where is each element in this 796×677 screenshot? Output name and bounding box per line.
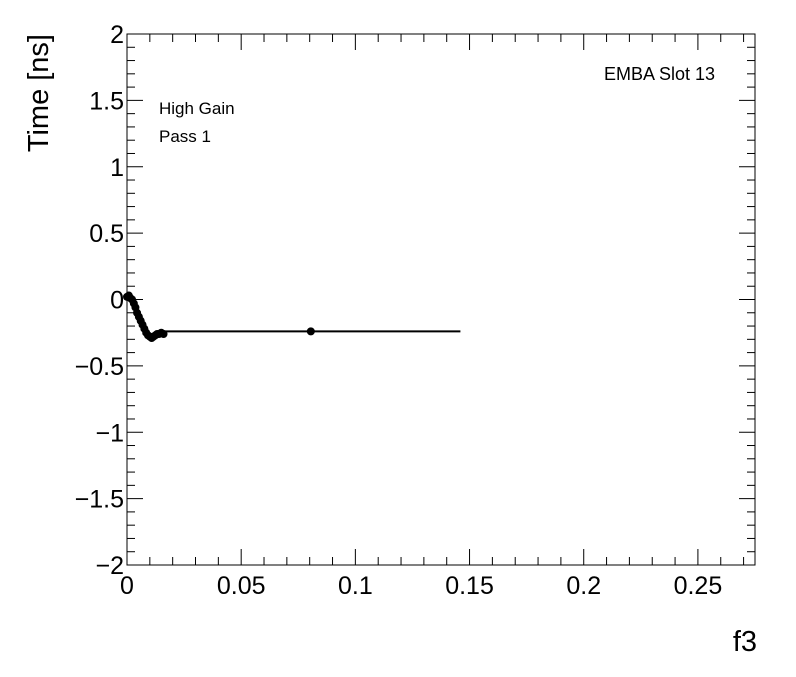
y-tick-label: 0 bbox=[110, 287, 124, 315]
gain-label: High Gain bbox=[159, 99, 235, 118]
data-point bbox=[306, 327, 315, 336]
y-tick-label: 2 bbox=[110, 21, 124, 49]
x-tick-label: 0.1 bbox=[338, 572, 373, 600]
y-tick-label: −0.5 bbox=[75, 353, 124, 381]
y-tick-label: −1.5 bbox=[75, 486, 124, 514]
x-tick-labels: 0 0.05 0.1 0.15 0.2 0.25 bbox=[120, 572, 722, 600]
y-tick-label: 1.5 bbox=[89, 87, 124, 115]
slot-label: EMBA Slot 13 bbox=[604, 64, 715, 84]
x-tick-label: 0 bbox=[120, 572, 134, 600]
data-marks bbox=[123, 291, 461, 342]
y-axis-title: Time [ns] bbox=[23, 34, 55, 152]
pass-label: Pass 1 bbox=[159, 127, 211, 146]
y-tick-label: 1 bbox=[110, 154, 124, 182]
y-tick-label: −2 bbox=[95, 552, 124, 580]
x-tick-label: 0.15 bbox=[445, 572, 494, 600]
axis-ticks bbox=[126, 33, 755, 566]
x-axis-title: f3 bbox=[733, 626, 757, 658]
y-tick-label: 0.5 bbox=[89, 220, 124, 248]
x-tick-label: 0.2 bbox=[566, 572, 601, 600]
y-tick-label: −1 bbox=[95, 419, 124, 447]
x-tick-label: 0.25 bbox=[674, 572, 723, 600]
x-tick-label: 0.05 bbox=[217, 572, 266, 600]
y-tick-labels: 2 1.5 1 0.5 0 −0.5 −1 −1.5 −2 bbox=[75, 21, 124, 580]
